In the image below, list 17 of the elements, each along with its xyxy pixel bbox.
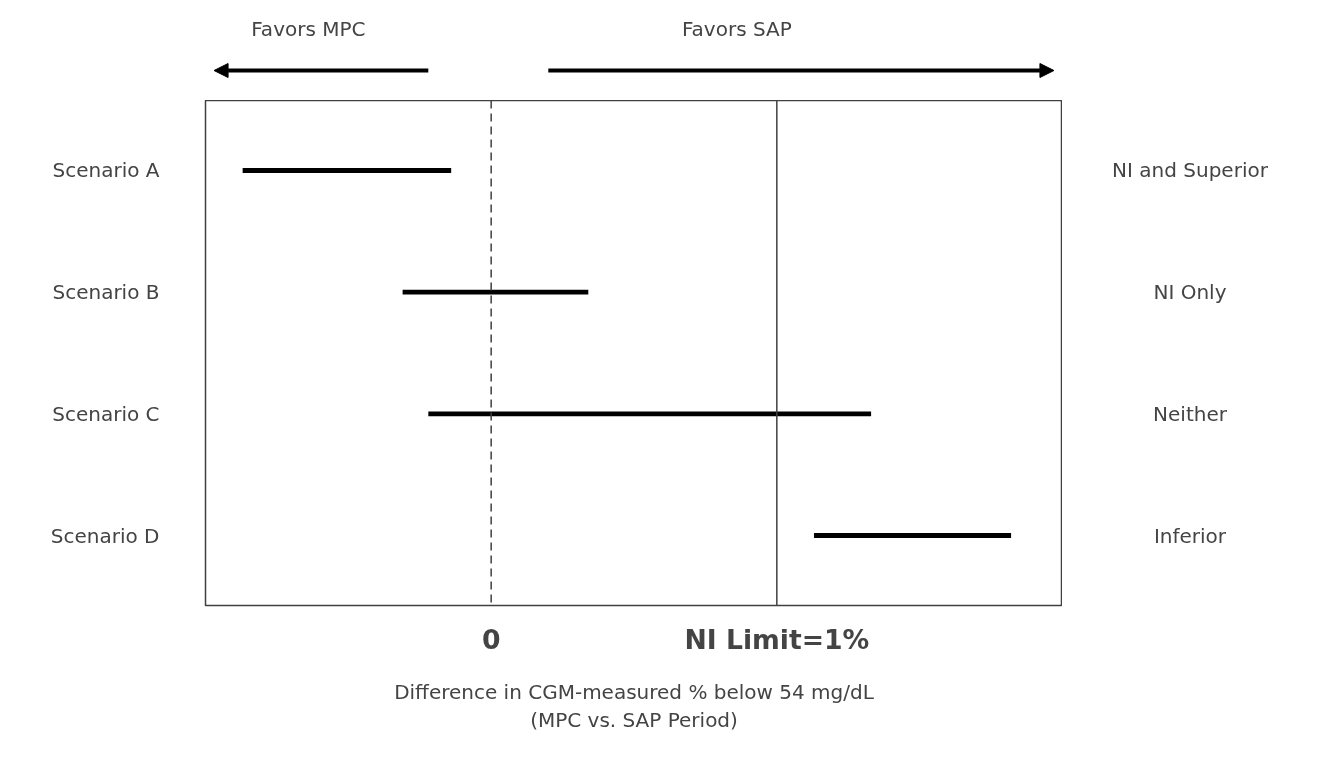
x-axis-title: Difference in CGM-measured % below 54 mg/dL (MPC vs. SAP Period) xyxy=(394,679,875,733)
bar xyxy=(813,533,1012,538)
y-tick-label: Scenario B xyxy=(52,280,160,305)
text: NI Only xyxy=(1153,280,1227,305)
text: Favors SAP xyxy=(681,16,792,41)
y-tick-label: Scenario D xyxy=(50,523,160,548)
text: NI and Superior xyxy=(1112,158,1269,183)
bar xyxy=(402,289,589,295)
text: Inferior xyxy=(1153,523,1227,548)
x-tick-label: 0 xyxy=(481,623,501,655)
y-tick-label: Scenario A xyxy=(52,158,160,183)
text: Neither xyxy=(1153,401,1228,426)
text: Favors MPC xyxy=(251,16,366,41)
y-tick-label: Scenario C xyxy=(52,401,160,426)
x-tick-label: NI Limit=1% xyxy=(684,623,870,655)
bar xyxy=(242,168,452,173)
bar xyxy=(428,411,872,417)
